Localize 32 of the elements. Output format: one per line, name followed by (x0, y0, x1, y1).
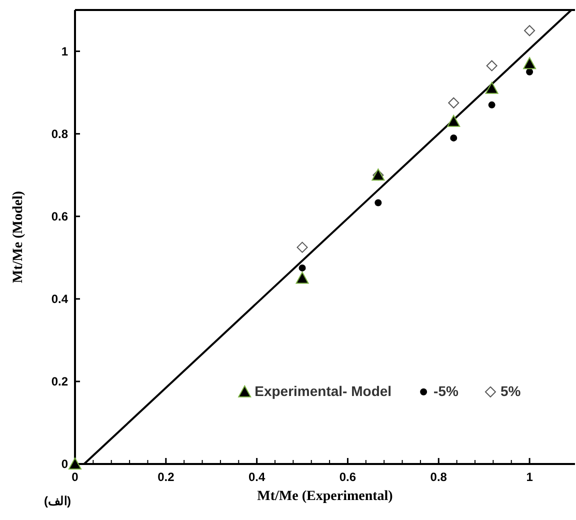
y-tick-label: 0.2 (51, 374, 68, 388)
x-tick-label: 0.4 (248, 470, 266, 484)
point (488, 101, 496, 108)
x-tick-label: 1 (526, 470, 534, 484)
y-axis-title: Mt/Me (Model) (11, 190, 26, 284)
legend-label: Experimental- Model (254, 382, 392, 399)
legend-label: -5% (434, 382, 460, 399)
point (486, 60, 498, 72)
legend-label: 5% (500, 382, 522, 399)
point (296, 272, 309, 284)
point (485, 82, 498, 94)
point (524, 25, 536, 36)
point (68, 458, 82, 470)
y-tick-label: 0.4 (51, 292, 68, 306)
text: (الف) (44, 494, 71, 508)
point (298, 264, 306, 272)
point (374, 199, 382, 206)
y-tick-label: 1 (61, 44, 68, 58)
x-tick-label: 0.2 (158, 470, 175, 484)
x-axis-title: Mt/Me (Experimental) (257, 489, 394, 504)
point (450, 134, 458, 142)
point (523, 57, 536, 70)
x-tick-label: 0 (72, 470, 79, 484)
y-tick-label: 0 (61, 457, 68, 471)
x-tick-label: 0.6 (339, 470, 356, 484)
point (447, 114, 460, 127)
point (296, 242, 308, 253)
y-tick-label: 0.6 (51, 209, 68, 224)
x-tick-label: 0.8 (430, 470, 448, 484)
point (448, 97, 460, 108)
point (526, 68, 534, 76)
y-tick-label: 0.8 (51, 126, 68, 141)
